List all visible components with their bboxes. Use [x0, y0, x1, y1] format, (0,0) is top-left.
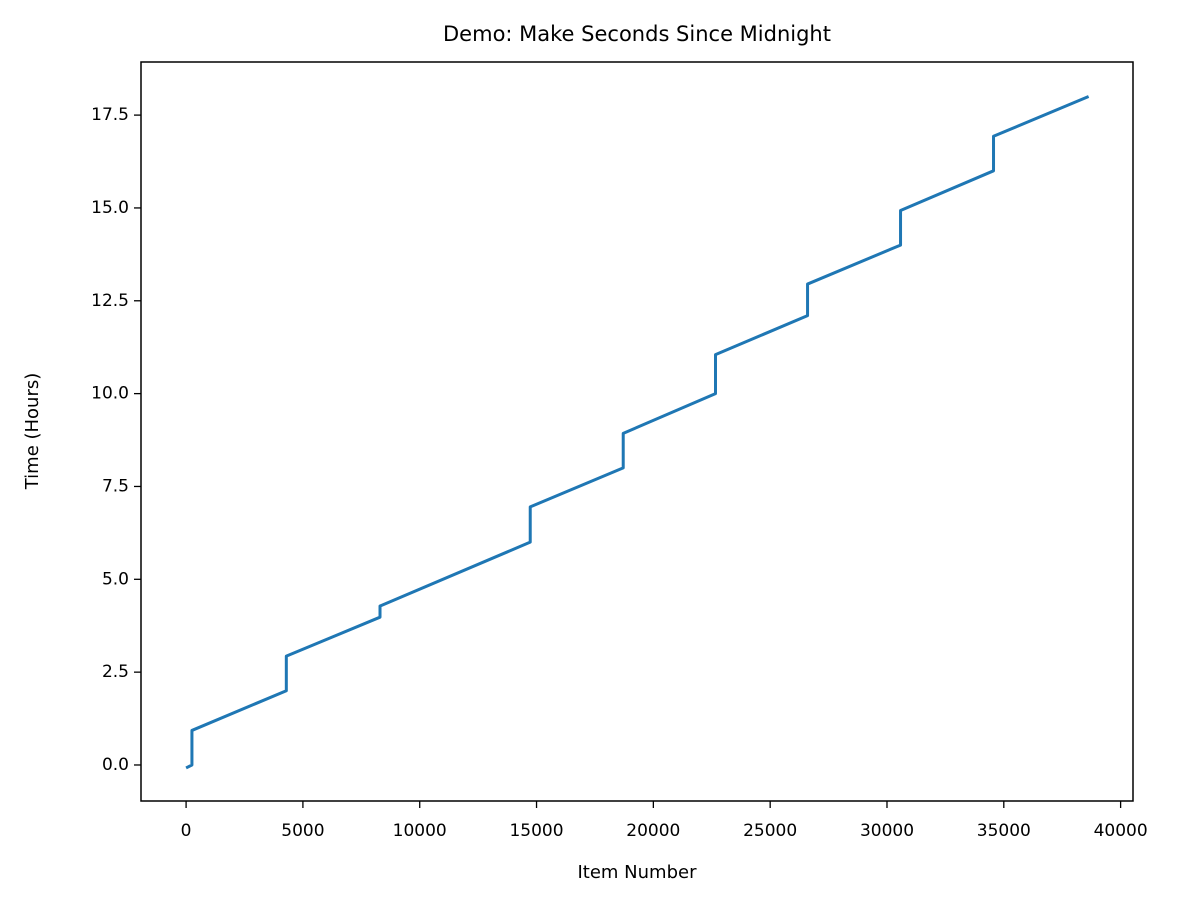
- x-tick-label: 20000: [626, 821, 680, 841]
- x-tick-label: 35000: [977, 821, 1031, 841]
- x-tick-label: 40000: [1094, 821, 1148, 841]
- y-axis-label: Time (Hours): [22, 373, 43, 491]
- x-tick-label: 0: [181, 821, 192, 841]
- y-tick-label: 10.0: [91, 384, 129, 404]
- x-tick-label: 25000: [743, 821, 797, 841]
- y-tick-label: 15.0: [91, 198, 129, 218]
- y-tick-label: 17.5: [91, 105, 129, 125]
- x-tick-label: 5000: [281, 821, 324, 841]
- chart-title: Demo: Make Seconds Since Midnight: [443, 22, 831, 46]
- x-tick-label: 30000: [860, 821, 914, 841]
- y-tick-label: 12.5: [91, 291, 129, 311]
- plot-frame: [140, 61, 1134, 802]
- x-tick-label: 15000: [509, 821, 563, 841]
- x-tick-label: 10000: [393, 821, 447, 841]
- data-line: [185, 95, 1090, 770]
- x-axis-label: Item Number: [577, 862, 697, 883]
- y-tick-label: 5.0: [102, 569, 129, 589]
- y-tick-label: 2.5: [102, 662, 129, 682]
- y-tick-label: 7.5: [102, 476, 129, 496]
- y-tick-label: 0.0: [102, 755, 129, 775]
